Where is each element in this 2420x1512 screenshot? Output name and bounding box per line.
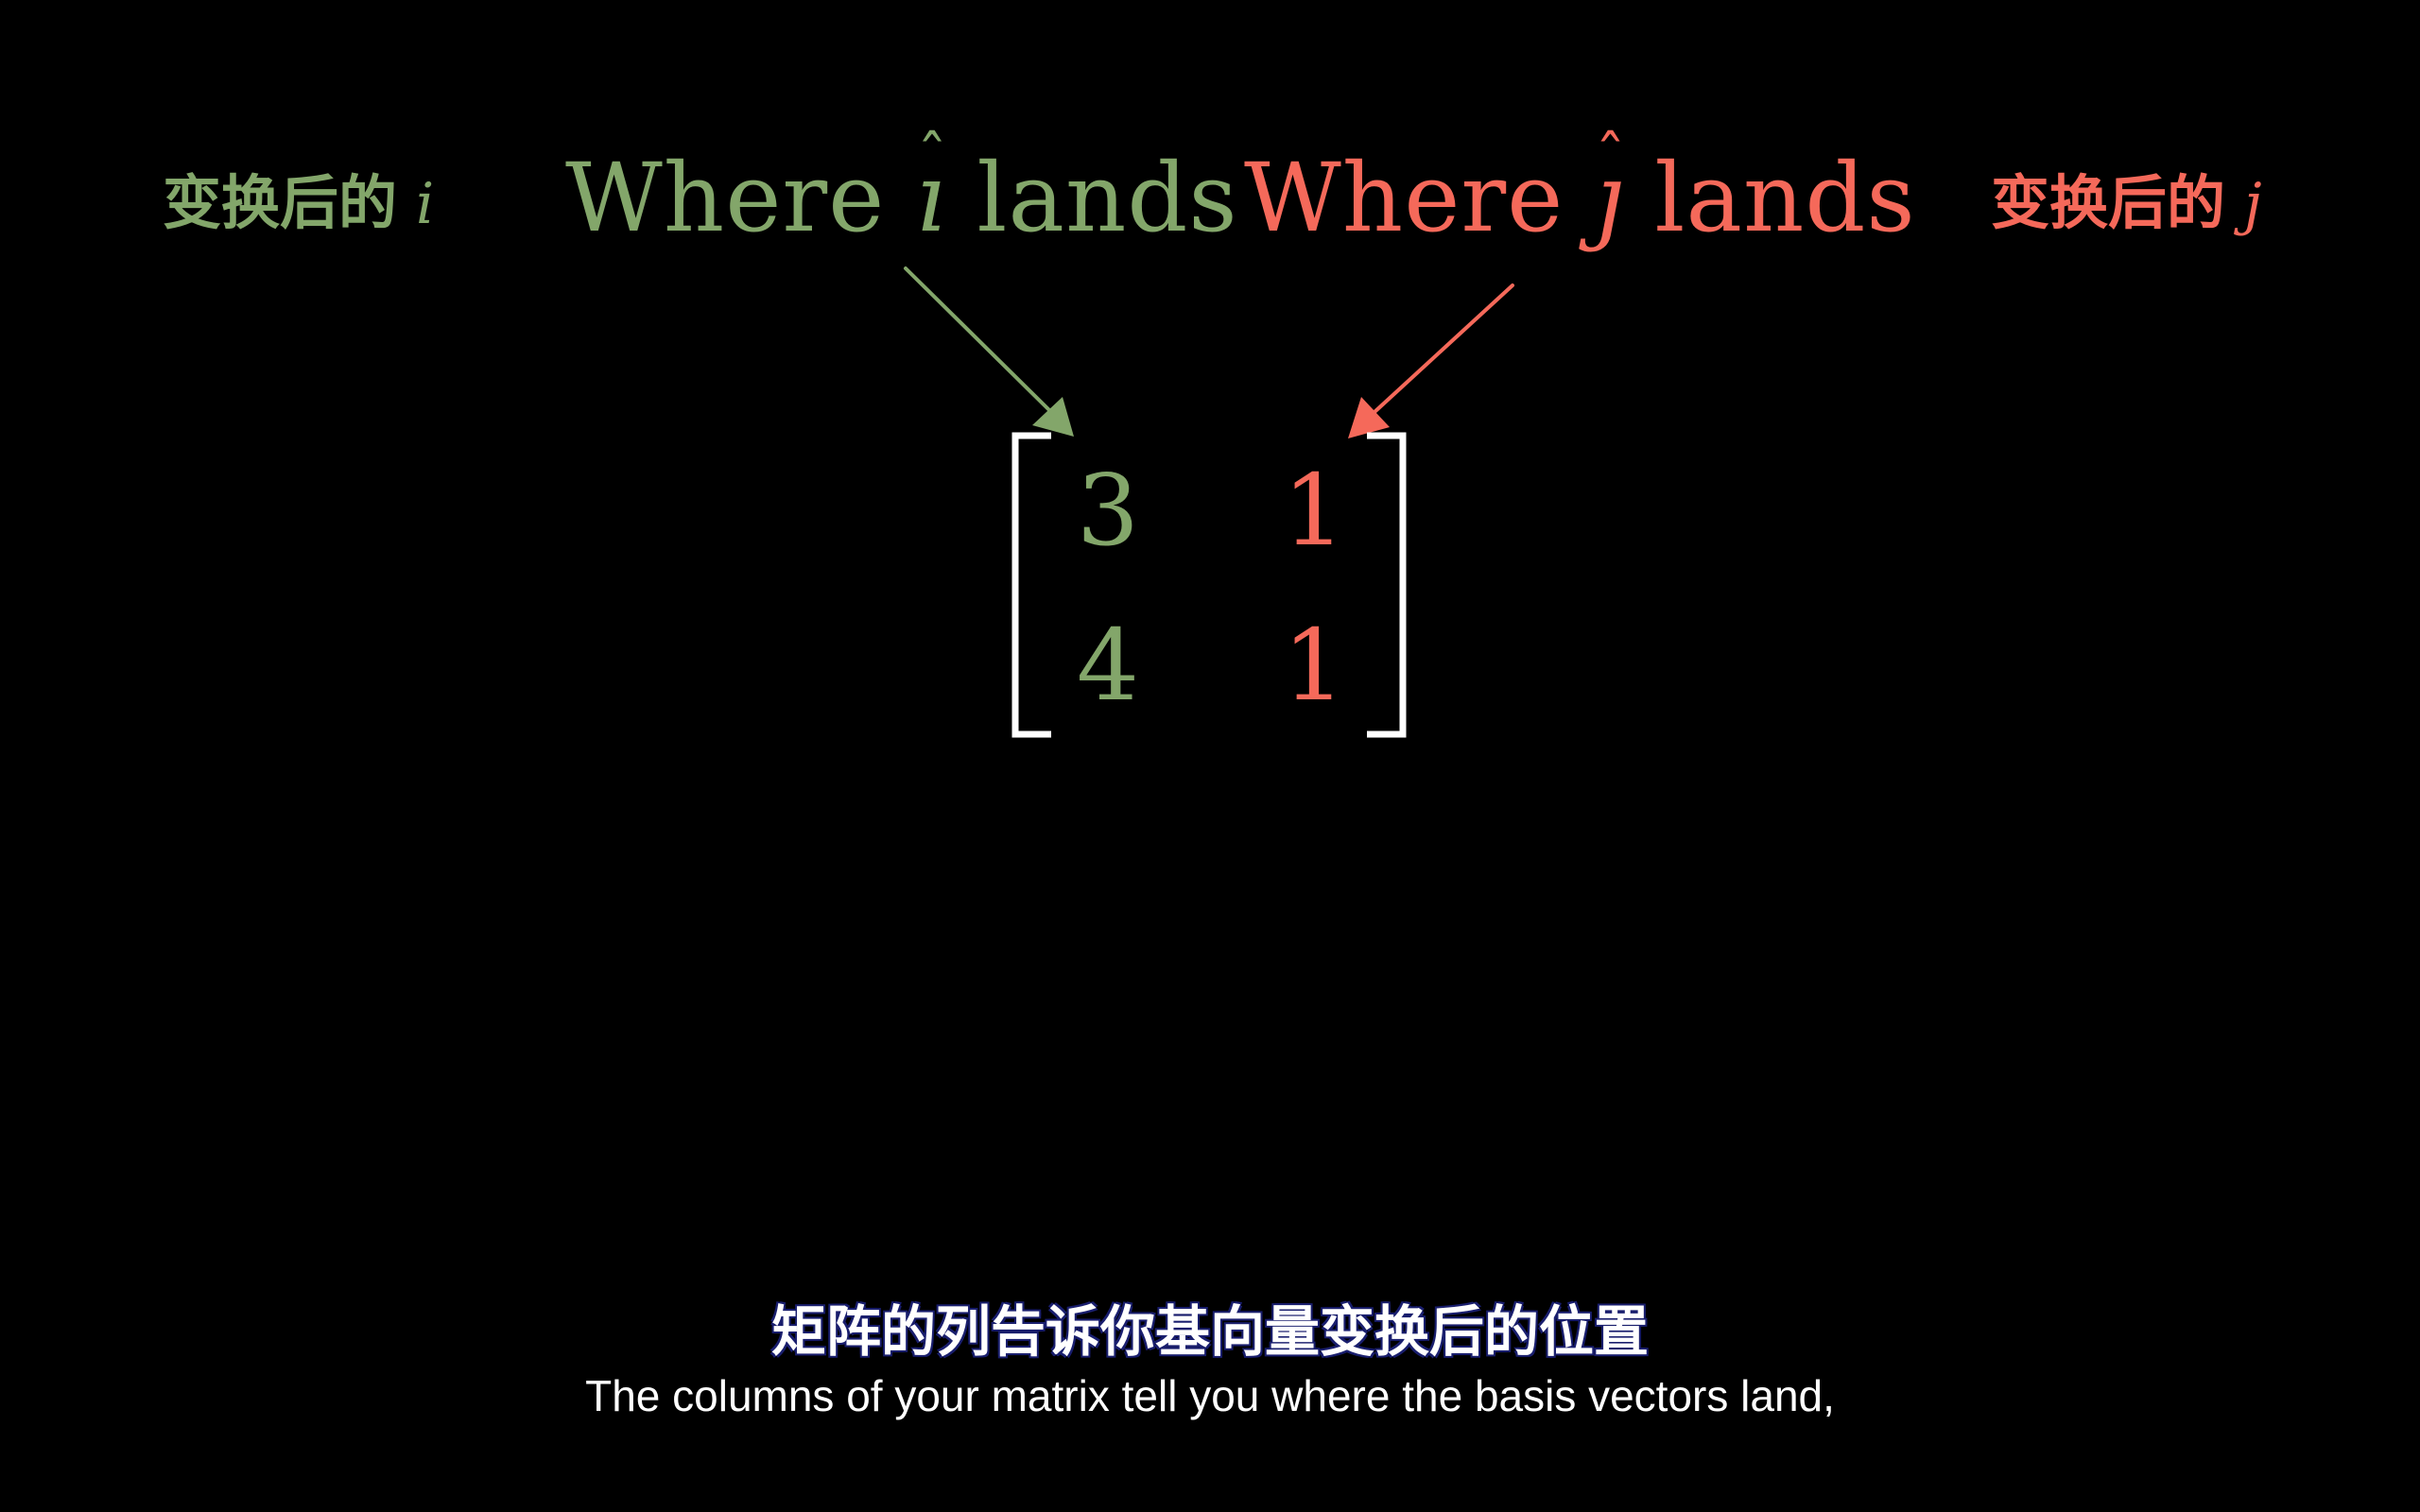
left-label-transformed-i: 变换后的 i [163,174,434,233]
matrix-entry-row1-col1: 3 [1076,453,1140,568]
j-hat-caret: ˆ [1595,124,1627,194]
title-i-prefix: Where [565,143,886,253]
left-label-variable: i [416,171,435,237]
i-hat-caret: ˆ [916,124,948,194]
right-label-text: 变换后的 [1991,168,2226,237]
red-arrow [1348,284,1514,438]
matrix-entry-row2-col2: 1 [1282,608,1346,723]
left-label-text: 变换后的 [163,168,398,237]
matrix-entry-row1-col2: 1 [1282,453,1346,568]
matrix-left-bracket [1011,432,1051,738]
title-where-i-hat-lands: Where ı ˆ lands [565,129,1238,246]
matrix-entry-row2-col1: 4 [1076,608,1140,723]
subtitle-chinese: 矩阵的列告诉你基向量变换后的位置 [770,1299,1649,1364]
title-i-suffix: lands [977,143,1238,253]
i-hat-letter: ı [915,143,947,253]
right-label-variable: j [2244,171,2262,237]
green-arrow [904,266,1074,437]
matrix-right-bracket [1367,432,1407,738]
title-j-suffix: lands [1654,143,1916,253]
title-where-j-hat-lands: Where ȷ ˆ lands [1244,129,1916,246]
subtitle-english: The columns of your matrix tell you wher… [585,1371,1835,1420]
right-label-transformed-j: 变换后的 j [1991,174,2262,233]
j-hat-letter: ȷ [1594,143,1625,253]
title-j-prefix: Where [1244,143,1564,253]
